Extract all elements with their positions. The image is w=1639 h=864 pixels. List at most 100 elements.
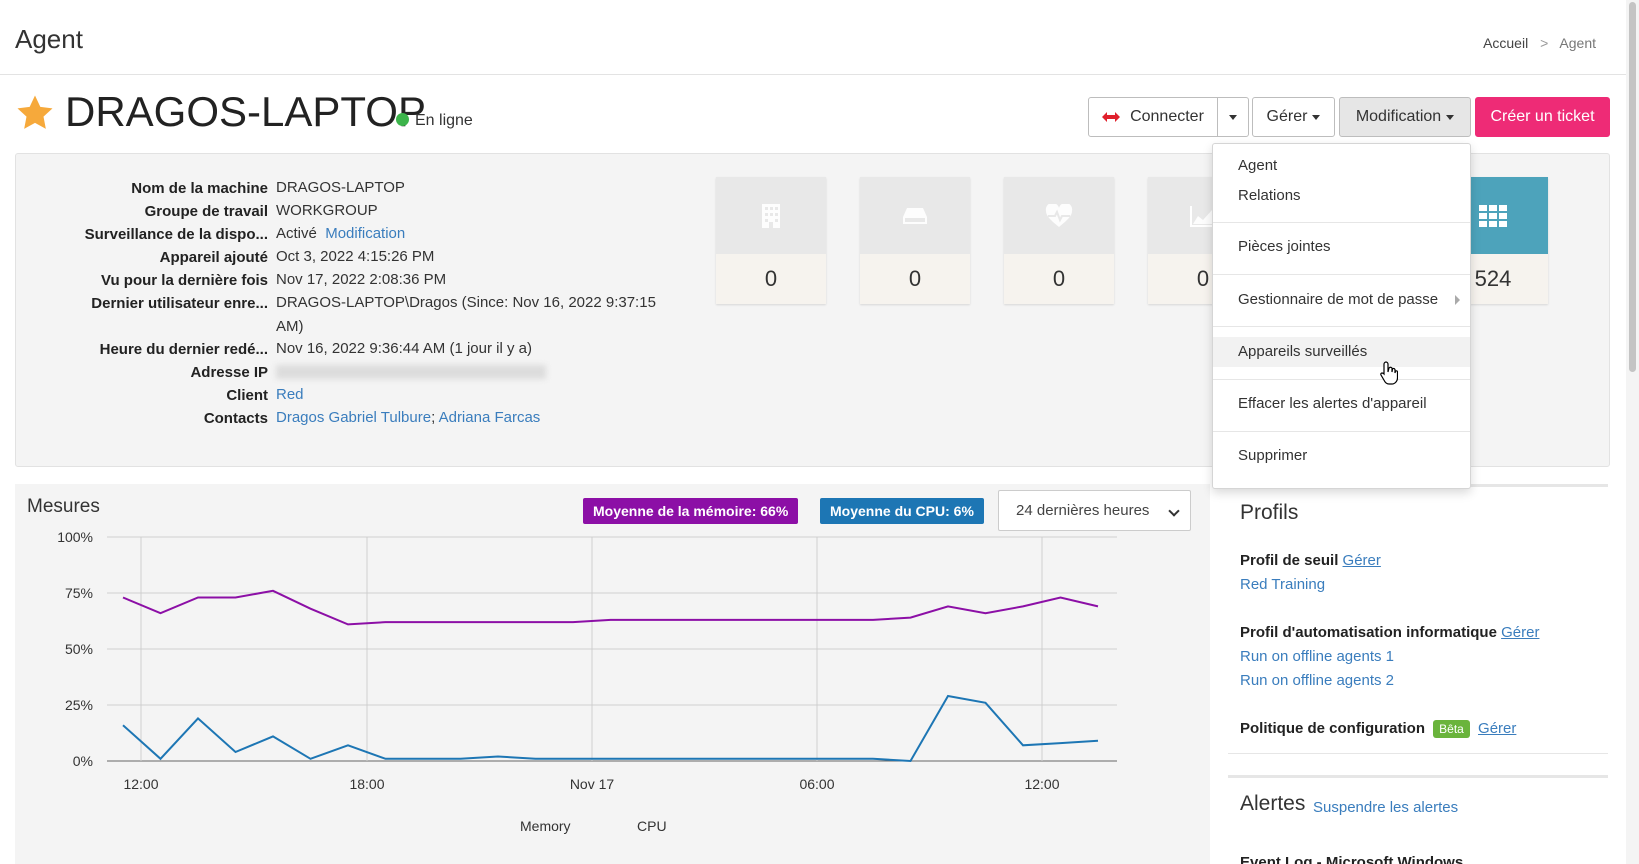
menu-divider [1213,222,1470,223]
info-value: WORKGROUP [276,202,378,219]
x-tick-label: Nov 17 [570,776,615,792]
alert-item[interactable]: Event Log - Microsoft Windows [1240,854,1463,864]
top-bar: Agent Accueil > Agent [0,0,1626,75]
modify-dropdown-menu: Agent Relations Pièces jointes Gestionna… [1212,143,1471,489]
automation-manage-link[interactable]: Gérer [1501,624,1540,641]
chevron-right-icon [1455,295,1460,305]
alert-item-label: Event Log - Microsoft Windows [1240,854,1464,864]
caret-down-icon [1446,114,1455,120]
time-range-select[interactable]: 24 dernières heures [998,490,1191,531]
menu-item-attachments[interactable]: Pièces jointes [1238,238,1331,255]
breadcrumb-home[interactable]: Accueil [1483,35,1529,51]
x-tick-label: 06:00 [799,776,834,792]
info-value: Red [276,383,671,407]
threshold-manage-link[interactable]: Gérer [1342,552,1381,569]
manage-button[interactable]: Gérer [1252,97,1335,137]
contact-link[interactable]: Adriana Farcas [438,409,541,426]
area-chart-icon [1190,205,1215,227]
create-ticket-button[interactable]: Créer un ticket [1475,97,1610,137]
menu-divider [1213,326,1470,327]
legend-cpu: CPU [637,818,667,834]
tile-drive[interactable]: 0 [860,177,970,304]
contact-link[interactable]: Dragos Gabriel Tulbure [276,409,432,426]
automation-value-row: Run on offline agents 1 [1240,648,1394,665]
ip-redacted [276,365,546,380]
time-range-value: 24 dernières heures [1016,502,1150,519]
tile-building[interactable]: 0 [716,177,826,304]
caret-down-icon [1229,114,1237,120]
tile-value: 0 [716,254,826,304]
config-manage-link[interactable]: Gérer [1478,720,1517,737]
caret-down-icon [1312,114,1321,120]
automation-profile-row: Profil d'automatisation informatique Gér… [1240,624,1539,641]
menu-item-password-manager[interactable]: Gestionnaire de mot de passe [1213,285,1470,315]
info-value [276,360,671,384]
info-label: Heure du dernier redé... [99,341,268,358]
profiles-title: Profils [1240,501,1299,524]
suspend-alerts-link[interactable]: Suspendre les alertes [1313,799,1459,816]
config-policy-label: Politique de configuration [1240,720,1425,737]
menu-item-label: Gestionnaire de mot de passe [1238,291,1439,308]
config-policy-row: Politique de configuration Bêta Gérer [1240,720,1516,738]
alerts-title: Alertes [1240,792,1306,815]
availability-value: Activé [276,225,317,242]
tile-value: 0 [860,254,970,304]
menu-divider [1213,379,1470,380]
connect-options-button[interactable] [1217,97,1249,137]
scrollbar-thumb[interactable] [1629,2,1636,372]
menu-item-monitored-devices[interactable]: Appareils surveillés [1213,337,1470,367]
info-label: Appareil ajouté [159,249,268,266]
breadcrumb: Accueil > Agent [1483,35,1596,51]
page-scrollbar[interactable] [1626,0,1639,864]
beta-badge: Bêta [1433,720,1470,738]
menu-divider [1213,431,1470,432]
info-label: Dernier utilisateur enre... [91,295,268,312]
info-label: Adresse IP [190,364,268,381]
automation-profile-link[interactable]: Run on offline agents 2 [1240,672,1395,689]
y-tick-label: 50% [65,641,93,657]
profiles-panel: Profils Profil de seuil Gérer Red Traini… [1228,484,1608,754]
info-value: DRAGOS-LAPTOP [276,179,405,196]
memory-average-badge: Moyenne de la mémoire: 66% [583,498,799,524]
y-tick-label: 100% [57,529,93,545]
metrics-title: Mesures [27,496,100,517]
threshold-profile-link[interactable]: Red Training [1240,576,1326,593]
client-link[interactable]: Red [276,386,304,403]
info-value: Nov 17, 2022 2:08:36 PM [276,271,447,288]
device-name: DRAGOS-LAPTOP [65,88,426,135]
menu-item-relations[interactable]: Relations [1238,187,1301,204]
info-label: Surveillance de la dispo... [84,226,268,243]
x-tick-label: 12:00 [1024,776,1059,792]
drive-icon [903,207,927,224]
star-icon[interactable] [15,93,55,133]
metrics-chart: 100% 75% 50% 25% 0% 12:00 18:00 Nov 17 06:00 12:0… [57,529,1117,834]
automation-profile-label: Profil d'automatisation informatique [1240,624,1497,641]
menu-item-clear-alerts[interactable]: Effacer les alertes d'appareil [1238,395,1427,412]
modify-label: Modification [1355,108,1442,125]
create-ticket-label: Créer un ticket [1490,108,1595,125]
modify-button[interactable]: Modification [1339,97,1471,137]
metrics-panel: Mesures Moyenne de la mémoire: 66% Moyen… [15,484,1210,864]
menu-item-agent[interactable]: Agent [1238,157,1278,174]
info-value: Activé Modification [276,222,671,246]
status-dot-icon [396,113,409,126]
threshold-profile-row: Profil de seuil Gérer [1240,552,1381,569]
info-label: Nom de la machine [131,180,268,197]
menu-item-delete[interactable]: Supprimer [1238,447,1308,464]
threshold-profile-label: Profil de seuil [1240,552,1339,569]
building-icon [762,203,780,228]
chevron-down-icon [1168,505,1180,517]
connect-label: Connecter [1130,108,1204,125]
tile-health[interactable]: 0 [1004,177,1114,304]
contact-separator: ; [431,409,436,426]
status-badge: En ligne [396,112,473,130]
automation-profile-link[interactable]: Run on offline agents 1 [1240,648,1395,665]
series-line-memory [122,589,1099,626]
x-tick-label: 18:00 [349,776,384,792]
connect-button[interactable]: Connecter [1088,97,1218,137]
availability-modify-link[interactable]: Modification [325,225,406,242]
status-text: En ligne [415,112,473,129]
menu-divider [1213,274,1470,275]
automation-value-row: Run on offline agents 2 [1240,672,1394,689]
threshold-profile-value-row: Red Training [1240,576,1325,593]
